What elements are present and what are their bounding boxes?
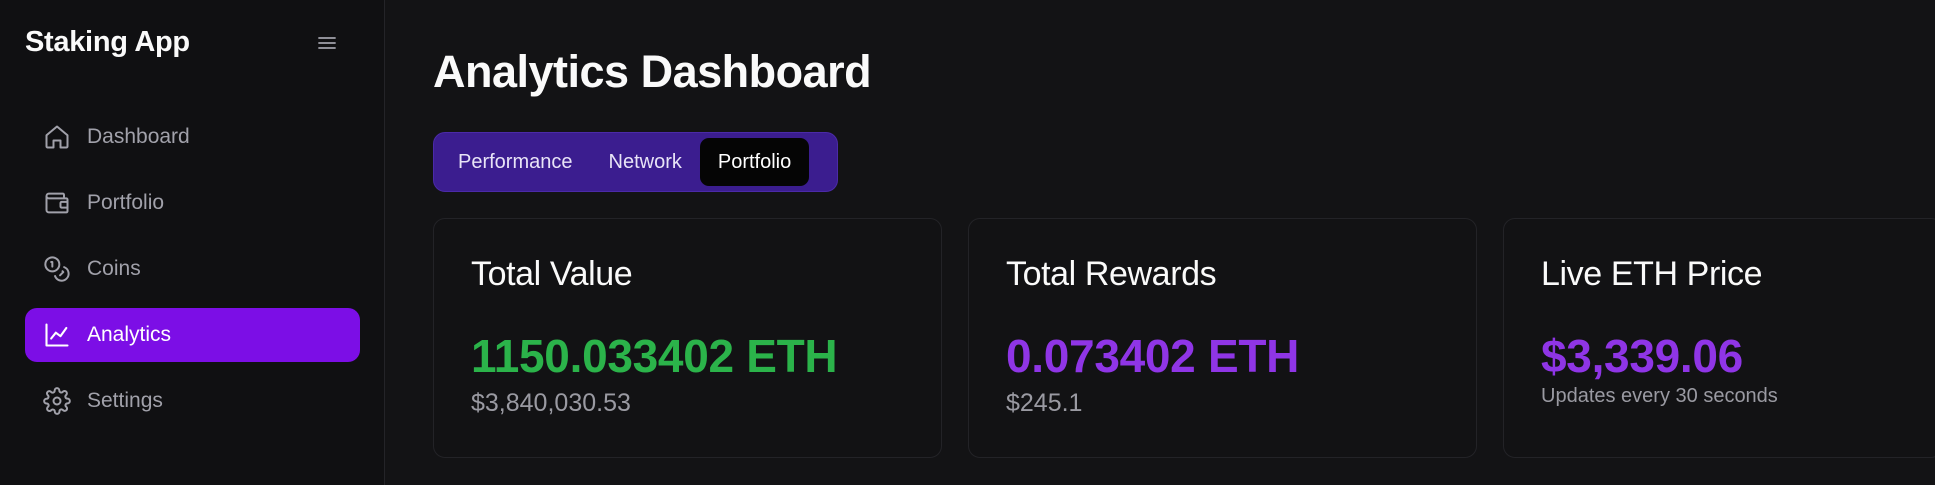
card-subvalue: Updates every 30 seconds xyxy=(1541,385,1778,407)
sidebar-item-label: Coins xyxy=(87,257,141,280)
sidebar-nav: Dashboard Portfolio xyxy=(25,110,360,440)
card-value: $3,339.06 xyxy=(1541,330,1743,382)
sidebar-item-portfolio[interactable]: Portfolio xyxy=(25,176,360,230)
total-value-card: Total Value 1150.033402 ETH $3,840,030.5… xyxy=(433,218,942,458)
page-title: Analytics Dashboard xyxy=(433,46,872,97)
stats-cards: Total Value 1150.033402 ETH $3,840,030.5… xyxy=(433,218,1935,458)
sidebar-item-label: Dashboard xyxy=(87,125,190,148)
chart-line-icon xyxy=(42,320,72,350)
sidebar-item-coins[interactable]: Coins xyxy=(25,242,360,296)
tab-performance[interactable]: Performance xyxy=(458,150,573,173)
sidebar-item-label: Analytics xyxy=(87,323,172,346)
sidebar-item-label: Settings xyxy=(87,389,163,412)
tab-bar: Performance Network Portfolio xyxy=(433,132,838,192)
card-title: Total Value xyxy=(471,255,633,293)
live-eth-price-card: Live ETH Price $3,339.06 Updates every 3… xyxy=(1503,218,1935,458)
card-value: 0.073402 ETH xyxy=(1006,330,1300,382)
card-value: 1150.033402 ETH xyxy=(471,330,838,382)
wallet-icon xyxy=(42,188,72,218)
main-content: Analytics Dashboard Performance Network … xyxy=(385,0,1935,485)
tab-portfolio[interactable]: Portfolio xyxy=(699,138,810,186)
home-icon xyxy=(42,122,72,152)
sidebar-item-dashboard[interactable]: Dashboard xyxy=(25,110,360,164)
tab-network[interactable]: Network xyxy=(608,150,682,173)
card-subvalue: $245.1 xyxy=(1006,389,1083,417)
card-title: Total Rewards xyxy=(1006,255,1217,293)
sidebar-item-label: Portfolio xyxy=(87,191,165,214)
card-subvalue: $3,840,030.53 xyxy=(471,389,631,417)
total-rewards-card: Total Rewards 0.073402 ETH $245.1 xyxy=(968,218,1477,458)
sidebar-item-analytics[interactable]: Analytics xyxy=(25,308,360,362)
app-title: Staking App xyxy=(25,26,190,58)
gear-icon xyxy=(42,386,72,416)
coins-icon xyxy=(42,254,72,284)
sidebar: Staking App Dashboard xyxy=(0,0,385,485)
sidebar-item-settings[interactable]: Settings xyxy=(25,374,360,428)
card-title: Live ETH Price xyxy=(1541,255,1763,293)
menu-icon[interactable] xyxy=(316,32,338,54)
